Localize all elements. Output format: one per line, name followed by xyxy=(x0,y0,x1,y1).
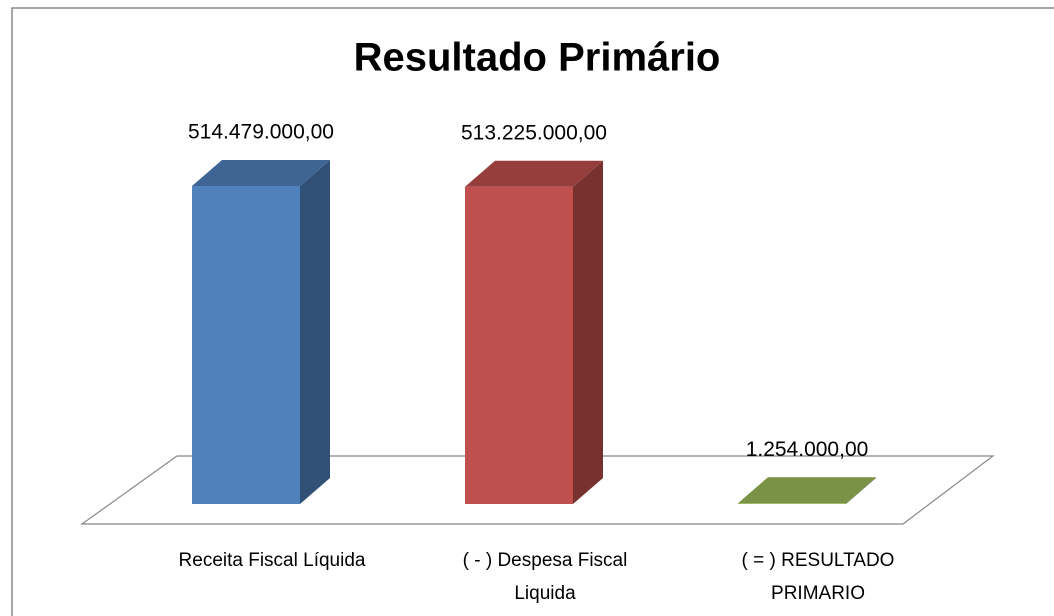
data-label: 513.225.000,00 xyxy=(461,121,607,144)
bar-front xyxy=(465,186,573,505)
bar xyxy=(465,160,603,505)
data-label: 1.254.000,00 xyxy=(746,438,869,461)
bar-side xyxy=(573,160,603,505)
data-label: 514.479.000,00 xyxy=(188,121,334,144)
bar-top xyxy=(738,477,876,504)
bar-top xyxy=(465,160,603,187)
bar-side xyxy=(300,160,330,504)
chart-title: Resultado Primário xyxy=(354,36,721,80)
bar xyxy=(192,160,330,504)
x-tick-label: Receita Fiscal Líquida xyxy=(178,550,366,571)
x-tick-label: ( - ) Despesa Fiscal Liquida xyxy=(462,550,628,604)
bar-front xyxy=(738,503,846,504)
bar-top xyxy=(192,160,330,186)
bar xyxy=(738,477,876,504)
bar-side xyxy=(846,477,876,504)
bar-front xyxy=(192,186,300,504)
x-tick-label: ( = ) RESULTADO PRIMARIO xyxy=(741,550,895,604)
